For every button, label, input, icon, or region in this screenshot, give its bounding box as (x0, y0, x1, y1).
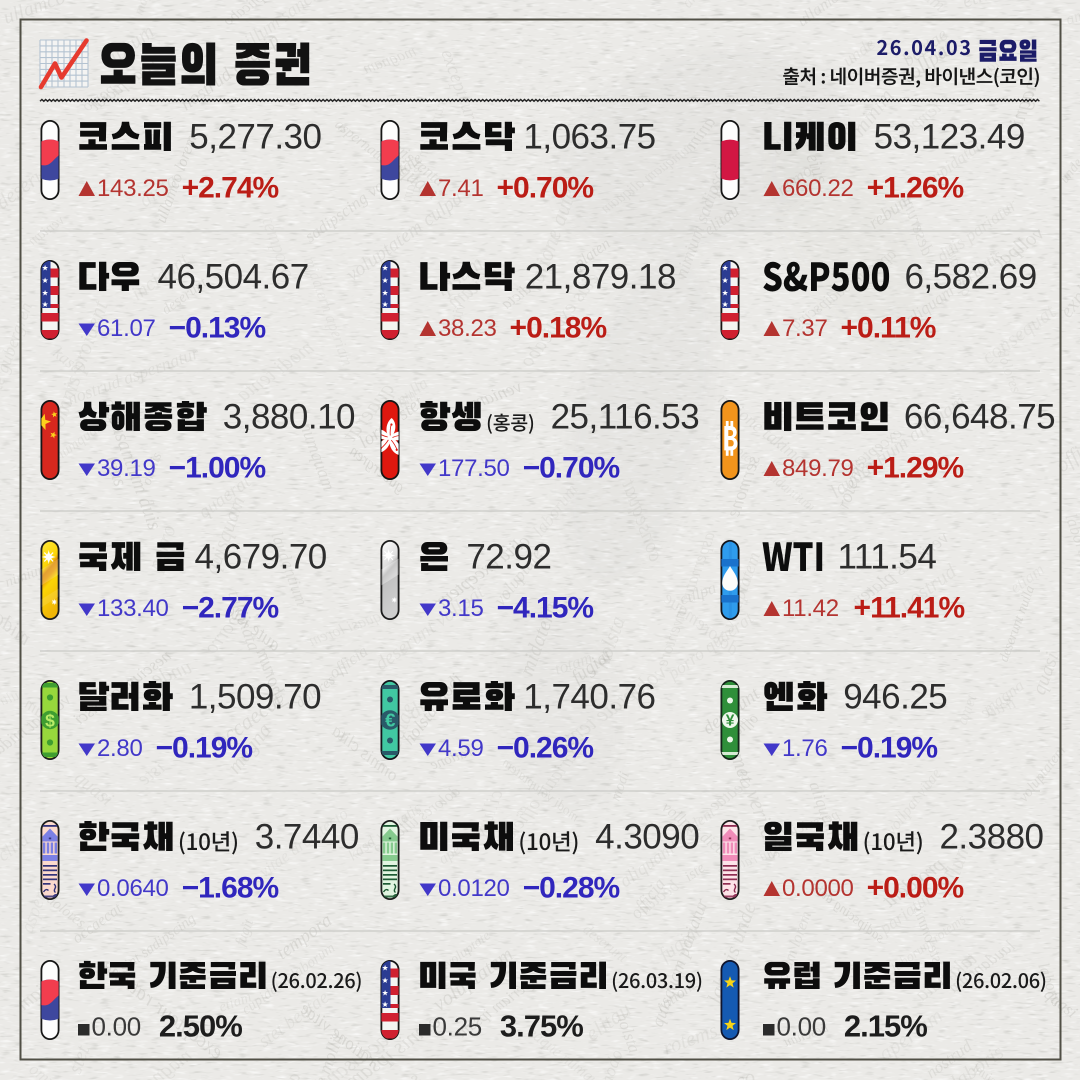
svg-text:−1.68%: −1.68% (182, 872, 279, 905)
svg-text:−0.19%: −0.19% (841, 732, 938, 765)
svg-text:+1.26%: +1.26% (867, 172, 964, 205)
svg-text:−1.00%: −1.00% (169, 452, 266, 485)
svg-text:0.25: 0.25 (433, 1012, 482, 1042)
svg-text:61.07: 61.07 (97, 315, 156, 342)
svg-text:4.59: 4.59 (438, 735, 484, 762)
svg-text:946.25: 946.25 (843, 678, 947, 717)
svg-text:+1.29%: +1.29% (867, 452, 964, 485)
svg-text:66,648.75: 66,648.75 (904, 398, 1055, 437)
svg-text:25,116.53: 25,116.53 (551, 398, 700, 437)
svg-text:amet: amet (679, 0, 712, 11)
svg-text:111.54: 111.54 (837, 538, 936, 577)
svg-text:11.42: 11.42 (782, 595, 839, 622)
svg-text:0.0000: 0.0000 (782, 875, 854, 902)
svg-text:−0.28%: −0.28% (523, 872, 620, 905)
svg-text:−0.26%: −0.26% (497, 732, 594, 765)
svg-text:3,880.10: 3,880.10 (223, 398, 355, 437)
svg-text:38.23: 38.23 (438, 315, 497, 342)
svg-text:660.22: 660.22 (782, 175, 854, 202)
svg-text:53,123.49: 53,123.49 (874, 118, 1025, 157)
svg-text:1,509.70: 1,509.70 (189, 678, 321, 717)
svg-text:2.3880: 2.3880 (939, 818, 1043, 857)
svg-text:+0.18%: +0.18% (510, 312, 607, 345)
svg-text:21,879.18: 21,879.18 (525, 258, 676, 297)
svg-text:−4.15%: −4.15% (497, 592, 594, 625)
svg-text:+0.70%: +0.70% (497, 172, 594, 205)
svg-text:133.40: 133.40 (97, 595, 169, 622)
svg-text:+0.00%: +0.00% (867, 872, 964, 905)
svg-text:3.75%: 3.75% (500, 1009, 583, 1044)
svg-text:3.7440: 3.7440 (255, 818, 359, 857)
svg-text:¥: ¥ (726, 713, 735, 730)
svg-text:2.15%: 2.15% (844, 1009, 927, 1044)
svg-text:1,740.76: 1,740.76 (523, 678, 655, 717)
svg-text:46,504.67: 46,504.67 (157, 258, 308, 297)
svg-text:2.80: 2.80 (97, 735, 143, 762)
svg-text:−0.70%: −0.70% (523, 452, 620, 485)
svg-text:0.00: 0.00 (777, 1012, 826, 1042)
svg-text:1.76: 1.76 (782, 735, 828, 762)
svg-text:−2.77%: −2.77% (182, 592, 279, 625)
svg-text:€: € (385, 710, 395, 731)
svg-text:+2.74%: +2.74% (182, 172, 279, 205)
svg-text:1,063.75: 1,063.75 (523, 118, 655, 157)
svg-text:0.0640: 0.0640 (97, 875, 169, 902)
svg-text:72.92: 72.92 (466, 538, 551, 577)
svg-text:−0.19%: −0.19% (156, 732, 253, 765)
svg-text:0.0120: 0.0120 (438, 875, 510, 902)
svg-text:4.3090: 4.3090 (595, 818, 699, 857)
svg-text:+11.41%: +11.41% (854, 592, 965, 625)
svg-text:5,277.30: 5,277.30 (189, 118, 321, 157)
svg-text:$: $ (45, 710, 55, 730)
svg-text:0.00: 0.00 (92, 1012, 141, 1042)
svg-text:2.50%: 2.50% (159, 1009, 242, 1044)
svg-text:4,679.70: 4,679.70 (195, 538, 327, 577)
svg-text:39.19: 39.19 (97, 455, 156, 482)
svg-text:849.79: 849.79 (782, 455, 854, 482)
svg-text:7.41: 7.41 (438, 175, 484, 202)
svg-text:7.37: 7.37 (782, 315, 828, 342)
svg-text:−0.13%: −0.13% (169, 312, 266, 345)
svg-text:143.25: 143.25 (97, 175, 169, 202)
svg-text:177.50: 177.50 (438, 455, 510, 482)
svg-text:+0.11%: +0.11% (841, 312, 936, 345)
svg-text:3.15: 3.15 (438, 595, 484, 622)
svg-text:6,582.69: 6,582.69 (904, 258, 1036, 297)
